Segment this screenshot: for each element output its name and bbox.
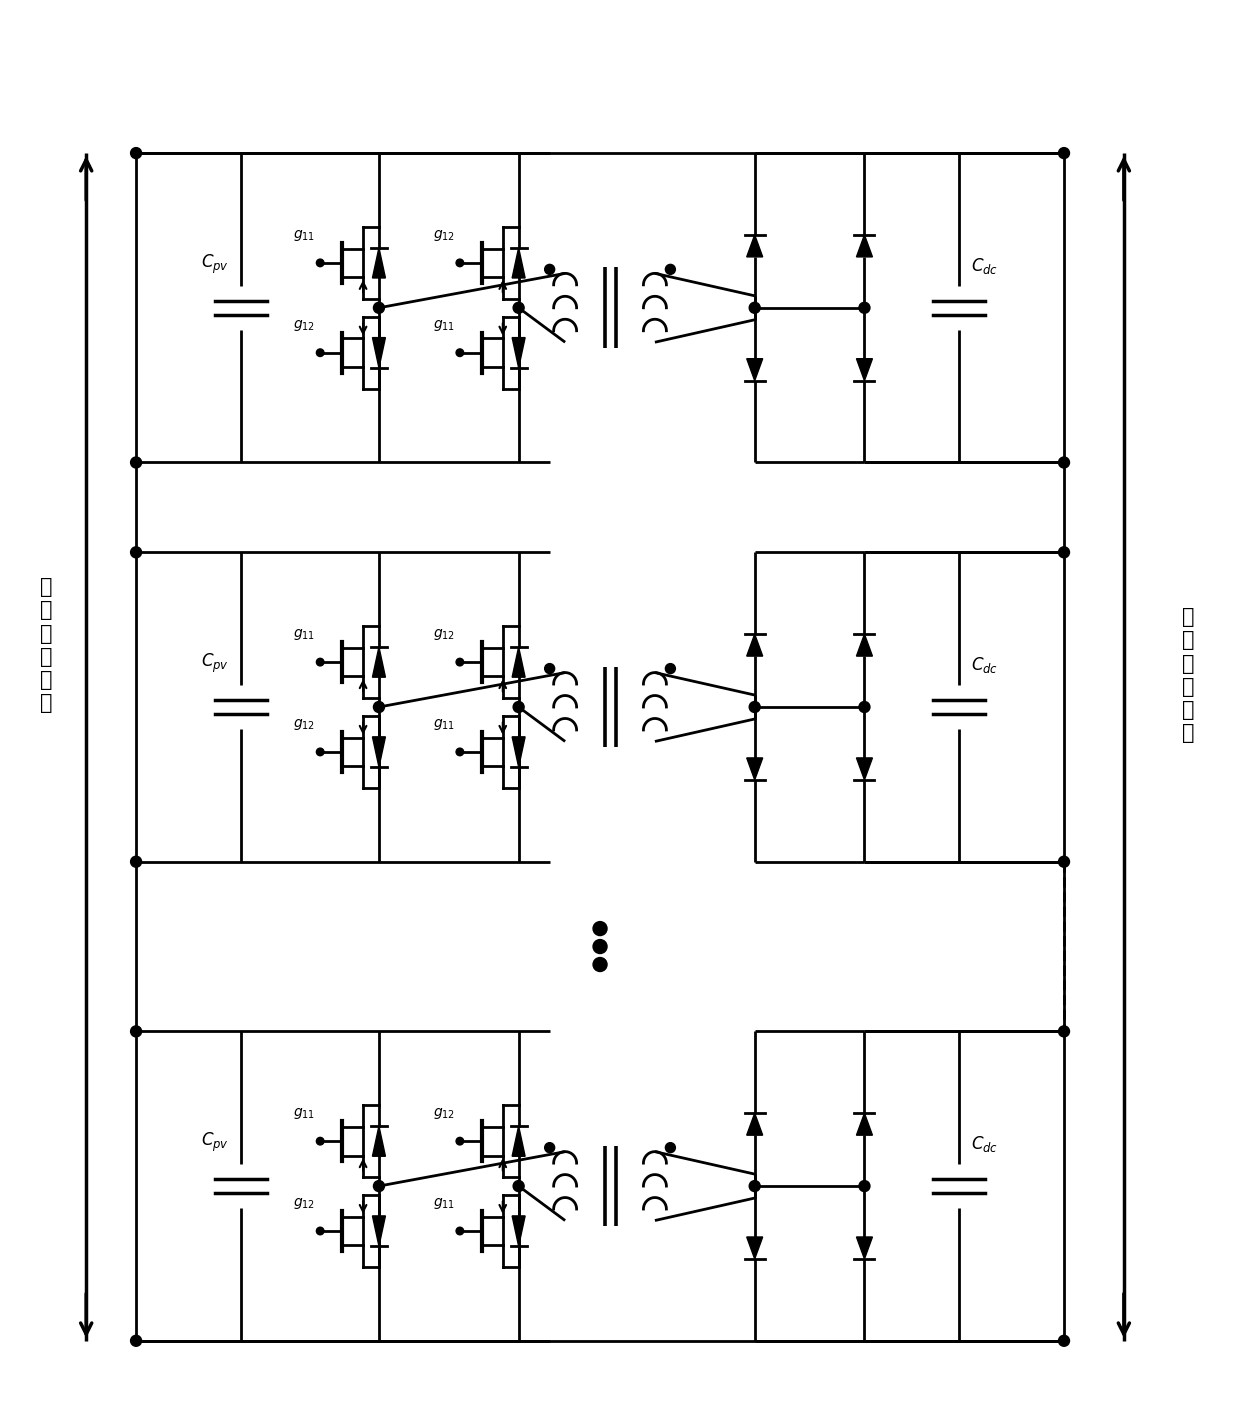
Text: $C_{dc}$: $C_{dc}$ xyxy=(971,255,998,275)
Text: $C_{pv}$: $C_{pv}$ xyxy=(201,1132,229,1154)
Circle shape xyxy=(544,264,554,274)
Circle shape xyxy=(544,664,554,674)
Circle shape xyxy=(456,748,464,756)
Polygon shape xyxy=(746,758,763,781)
Polygon shape xyxy=(512,338,525,368)
Circle shape xyxy=(130,1336,141,1346)
Polygon shape xyxy=(857,1113,873,1134)
Circle shape xyxy=(859,1180,870,1192)
Circle shape xyxy=(666,664,676,674)
Polygon shape xyxy=(372,1126,386,1156)
Circle shape xyxy=(593,922,608,936)
Text: 输
入
直
流
电
压: 输 入 直 流 电 压 xyxy=(40,578,52,714)
Polygon shape xyxy=(372,338,386,368)
Circle shape xyxy=(130,1026,141,1037)
Text: $g_{\mathit{11}}$: $g_{\mathit{11}}$ xyxy=(293,228,315,243)
Circle shape xyxy=(456,1227,464,1234)
Circle shape xyxy=(749,702,760,712)
Circle shape xyxy=(1059,1336,1069,1346)
Circle shape xyxy=(130,547,141,558)
Text: $C_{pv}$: $C_{pv}$ xyxy=(201,652,229,675)
Polygon shape xyxy=(746,358,763,381)
Polygon shape xyxy=(746,1113,763,1134)
Polygon shape xyxy=(857,358,873,381)
Polygon shape xyxy=(512,736,525,768)
Polygon shape xyxy=(512,248,525,278)
Circle shape xyxy=(373,303,384,314)
Polygon shape xyxy=(372,248,386,278)
Circle shape xyxy=(859,303,870,314)
Polygon shape xyxy=(512,1126,525,1156)
Circle shape xyxy=(513,303,525,314)
Polygon shape xyxy=(512,1216,525,1246)
Circle shape xyxy=(456,658,464,666)
Circle shape xyxy=(593,939,608,953)
Circle shape xyxy=(456,260,464,267)
Circle shape xyxy=(1059,147,1069,158)
Circle shape xyxy=(130,147,141,158)
Text: $g_{\mathit{12}}$: $g_{\mathit{12}}$ xyxy=(293,318,315,332)
Text: $g_{\mathit{12}}$: $g_{\mathit{12}}$ xyxy=(433,1106,455,1122)
Polygon shape xyxy=(857,235,873,257)
Circle shape xyxy=(130,856,141,868)
Text: $g_{\mathit{11}}$: $g_{\mathit{11}}$ xyxy=(433,718,455,732)
Circle shape xyxy=(513,702,525,712)
Circle shape xyxy=(316,1227,324,1234)
Polygon shape xyxy=(372,736,386,768)
Circle shape xyxy=(859,702,870,712)
Circle shape xyxy=(749,303,760,314)
Polygon shape xyxy=(857,758,873,781)
Polygon shape xyxy=(746,1237,763,1259)
Text: $g_{\mathit{12}}$: $g_{\mathit{12}}$ xyxy=(433,228,455,243)
Circle shape xyxy=(1059,856,1069,868)
Circle shape xyxy=(1059,1026,1069,1037)
Circle shape xyxy=(316,658,324,666)
Text: 输
出
直
流
电
压: 输 出 直 流 电 压 xyxy=(1183,608,1195,743)
Circle shape xyxy=(373,702,384,712)
Text: $g_{\mathit{11}}$: $g_{\mathit{11}}$ xyxy=(293,1106,315,1122)
Circle shape xyxy=(456,350,464,357)
Text: $g_{\mathit{11}}$: $g_{\mathit{11}}$ xyxy=(433,1196,455,1212)
Polygon shape xyxy=(746,235,763,257)
Circle shape xyxy=(666,1143,676,1153)
Circle shape xyxy=(593,958,608,972)
Polygon shape xyxy=(512,646,525,678)
Polygon shape xyxy=(857,1237,873,1259)
Polygon shape xyxy=(372,1216,386,1246)
Polygon shape xyxy=(372,646,386,678)
Circle shape xyxy=(513,1180,525,1192)
Circle shape xyxy=(666,264,676,274)
Circle shape xyxy=(749,1180,760,1192)
Circle shape xyxy=(316,260,324,267)
Circle shape xyxy=(316,1137,324,1144)
Text: $C_{dc}$: $C_{dc}$ xyxy=(971,1134,998,1154)
Circle shape xyxy=(1059,547,1069,558)
Text: $C_{dc}$: $C_{dc}$ xyxy=(971,655,998,675)
Text: $g_{\mathit{11}}$: $g_{\mathit{11}}$ xyxy=(293,628,315,642)
Text: $g_{\mathit{11}}$: $g_{\mathit{11}}$ xyxy=(433,318,455,332)
Polygon shape xyxy=(857,634,873,656)
Circle shape xyxy=(316,350,324,357)
Polygon shape xyxy=(746,634,763,656)
Text: $C_{pv}$: $C_{pv}$ xyxy=(201,253,229,275)
Text: $g_{\mathit{12}}$: $g_{\mathit{12}}$ xyxy=(293,1196,315,1212)
Circle shape xyxy=(316,748,324,756)
Circle shape xyxy=(373,1180,384,1192)
Circle shape xyxy=(1059,457,1069,468)
Text: $g_{\mathit{12}}$: $g_{\mathit{12}}$ xyxy=(293,718,315,732)
Circle shape xyxy=(456,1137,464,1144)
Text: $g_{\mathit{12}}$: $g_{\mathit{12}}$ xyxy=(433,628,455,642)
Circle shape xyxy=(544,1143,554,1153)
Circle shape xyxy=(130,457,141,468)
